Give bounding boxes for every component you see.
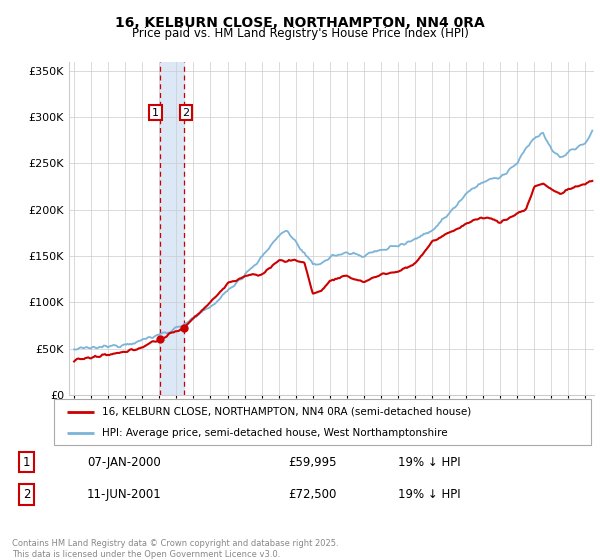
Text: 16, KELBURN CLOSE, NORTHAMPTON, NN4 0RA: 16, KELBURN CLOSE, NORTHAMPTON, NN4 0RA — [115, 16, 485, 30]
Text: 2: 2 — [23, 488, 30, 501]
Text: 16, KELBURN CLOSE, NORTHAMPTON, NN4 0RA (semi-detached house): 16, KELBURN CLOSE, NORTHAMPTON, NN4 0RA … — [103, 407, 472, 417]
Text: £72,500: £72,500 — [289, 488, 337, 501]
Text: Contains HM Land Registry data © Crown copyright and database right 2025.
This d: Contains HM Land Registry data © Crown c… — [12, 539, 338, 559]
Text: 1: 1 — [23, 456, 30, 469]
Text: 11-JUN-2001: 11-JUN-2001 — [87, 488, 161, 501]
Text: £59,995: £59,995 — [289, 456, 337, 469]
Text: 07-JAN-2000: 07-JAN-2000 — [87, 456, 161, 469]
Text: 2: 2 — [182, 108, 190, 118]
Text: 19% ↓ HPI: 19% ↓ HPI — [398, 456, 461, 469]
Text: 1: 1 — [152, 108, 159, 118]
Bar — [160, 62, 184, 395]
Text: HPI: Average price, semi-detached house, West Northamptonshire: HPI: Average price, semi-detached house,… — [103, 428, 448, 438]
Text: 19% ↓ HPI: 19% ↓ HPI — [398, 488, 461, 501]
Text: Price paid vs. HM Land Registry's House Price Index (HPI): Price paid vs. HM Land Registry's House … — [131, 27, 469, 40]
FancyBboxPatch shape — [54, 399, 591, 445]
